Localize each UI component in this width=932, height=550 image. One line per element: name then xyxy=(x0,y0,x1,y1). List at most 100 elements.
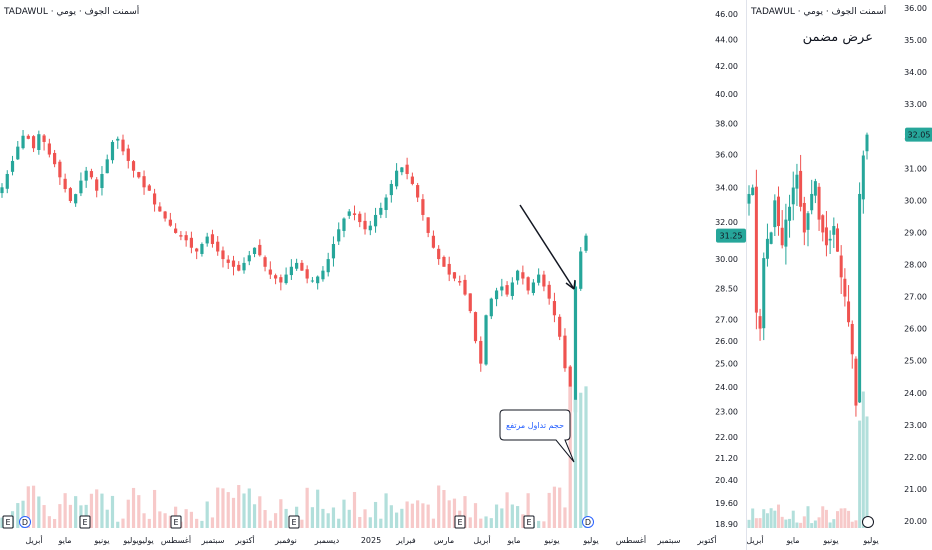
candle-body xyxy=(342,218,346,231)
candle-body xyxy=(174,228,178,233)
right-candle-body xyxy=(788,206,792,221)
price-axis-label: 19.60 xyxy=(715,499,738,508)
time-axis-label: يوليو xyxy=(122,536,138,545)
current-price-label: 31.25 xyxy=(720,232,743,241)
volume-bar xyxy=(452,498,457,528)
left-chart-title: TADAWUL · أسمنت الجوف · يومي xyxy=(4,7,140,17)
candle-body xyxy=(542,274,546,287)
candle-body xyxy=(437,248,441,260)
price-axis-label: 28.50 xyxy=(715,284,738,293)
price-axis-label: 23.00 xyxy=(715,407,738,416)
right-price-axis-label: 34.00 xyxy=(904,68,927,77)
volume-bar xyxy=(247,488,251,528)
volume-bar xyxy=(584,386,588,528)
right-volume-bar xyxy=(865,416,869,528)
volume-bar xyxy=(89,493,94,528)
candle-body xyxy=(284,274,288,284)
price-axis-label: 22.00 xyxy=(715,433,738,442)
candle-body xyxy=(416,185,420,198)
right-candle-body xyxy=(754,186,758,313)
candle-body xyxy=(131,161,136,171)
candle-body xyxy=(584,235,588,251)
candle-body xyxy=(163,211,167,219)
volume-bar xyxy=(494,504,499,528)
candle-body xyxy=(452,272,457,279)
right-current-price-label: 32.05 xyxy=(908,131,931,140)
volume-bar xyxy=(447,500,451,528)
right-candle-body xyxy=(802,202,806,233)
candle-body xyxy=(405,164,409,174)
volume-bar xyxy=(573,399,578,528)
left-chart-panel[interactable]: TADAWUL · أسمنت الجوف · يومي 46.00 44.00 4… xyxy=(0,0,746,550)
right-price-axis-label: 28.00 xyxy=(904,261,927,270)
candle-body xyxy=(63,178,67,190)
volume-bar xyxy=(489,518,493,528)
right-candle-body xyxy=(843,278,847,297)
volume-bar xyxy=(42,505,46,528)
candle-body xyxy=(168,219,172,226)
volume-bar xyxy=(68,504,72,528)
candle-body xyxy=(326,259,330,273)
volume-bar xyxy=(331,507,336,528)
volume-bar xyxy=(147,518,151,528)
candle-body xyxy=(53,152,57,165)
volume-bar xyxy=(563,507,567,528)
right-candle-body xyxy=(784,219,788,247)
right-chart-panel[interactable]: TADAWUL · أسمنت الجوف · يومي عرض مضمن 36… xyxy=(746,0,932,550)
candle-body xyxy=(31,136,36,149)
volume-bar xyxy=(200,520,204,528)
volume-bar xyxy=(279,499,283,528)
candle-body xyxy=(379,207,383,215)
left-chart-svg[interactable]: 46.00 44.00 42.00 40.00 38.00 36.00 34.00 32.00… xyxy=(0,0,746,550)
right-price-axis-label: 20.00 xyxy=(904,517,927,526)
volume-bar xyxy=(116,521,120,528)
candle-body xyxy=(147,185,151,191)
volume-bar xyxy=(384,493,388,528)
candle-body xyxy=(226,259,230,263)
right-chart-svg[interactable]: 36.0035.0034.0033.0032.0031.0030.0029.00… xyxy=(747,0,932,550)
candle-body xyxy=(26,135,30,139)
volume-bar xyxy=(479,518,483,528)
right-price-axis-label: 25.00 xyxy=(904,357,927,366)
right-candle-body xyxy=(780,227,784,246)
candle-body xyxy=(247,255,251,262)
volume-bar xyxy=(53,518,57,528)
candle-body xyxy=(295,262,299,269)
volume-bar xyxy=(368,517,372,528)
right-volume-bar xyxy=(791,510,795,528)
candle-body xyxy=(110,141,115,161)
candle-body xyxy=(142,176,146,188)
volume-bar xyxy=(37,496,41,528)
right-volume-bar xyxy=(780,516,784,528)
right-volume-bar xyxy=(802,516,806,528)
volume-bar xyxy=(237,485,241,528)
right-volume-bar xyxy=(821,506,825,528)
time-axis-label: مارس xyxy=(434,536,454,545)
volume-bar xyxy=(552,486,557,528)
volume-bar xyxy=(316,489,320,528)
price-axis-label: 40.00 xyxy=(715,90,738,99)
right-candle-body xyxy=(795,174,799,189)
right-price-axis-label: 36.00 xyxy=(904,4,927,13)
volume-bar xyxy=(126,499,130,528)
candle-body xyxy=(347,211,351,216)
right-time-axis-label: مايو xyxy=(785,536,799,545)
candle-body xyxy=(242,262,246,271)
candle-body xyxy=(200,243,204,254)
price-axis-label: 27.00 xyxy=(715,315,738,324)
volume-bar xyxy=(110,495,115,528)
dividend-marker-label: D xyxy=(22,518,28,527)
volume-bar xyxy=(526,493,530,528)
volume-bar xyxy=(347,509,351,528)
right-time-axis-label: يونيو xyxy=(822,536,838,545)
volume-bar xyxy=(195,518,199,528)
time-axis-label: يونيو xyxy=(93,536,109,545)
volume-bar xyxy=(337,518,341,528)
right-volume-bar xyxy=(828,522,832,528)
right-volume-bar xyxy=(795,522,799,528)
volume-bar xyxy=(510,504,514,528)
right-candle-body xyxy=(813,181,817,196)
candle-body xyxy=(5,173,9,189)
volume-bar xyxy=(121,518,125,528)
right-volume-bar xyxy=(847,510,851,528)
